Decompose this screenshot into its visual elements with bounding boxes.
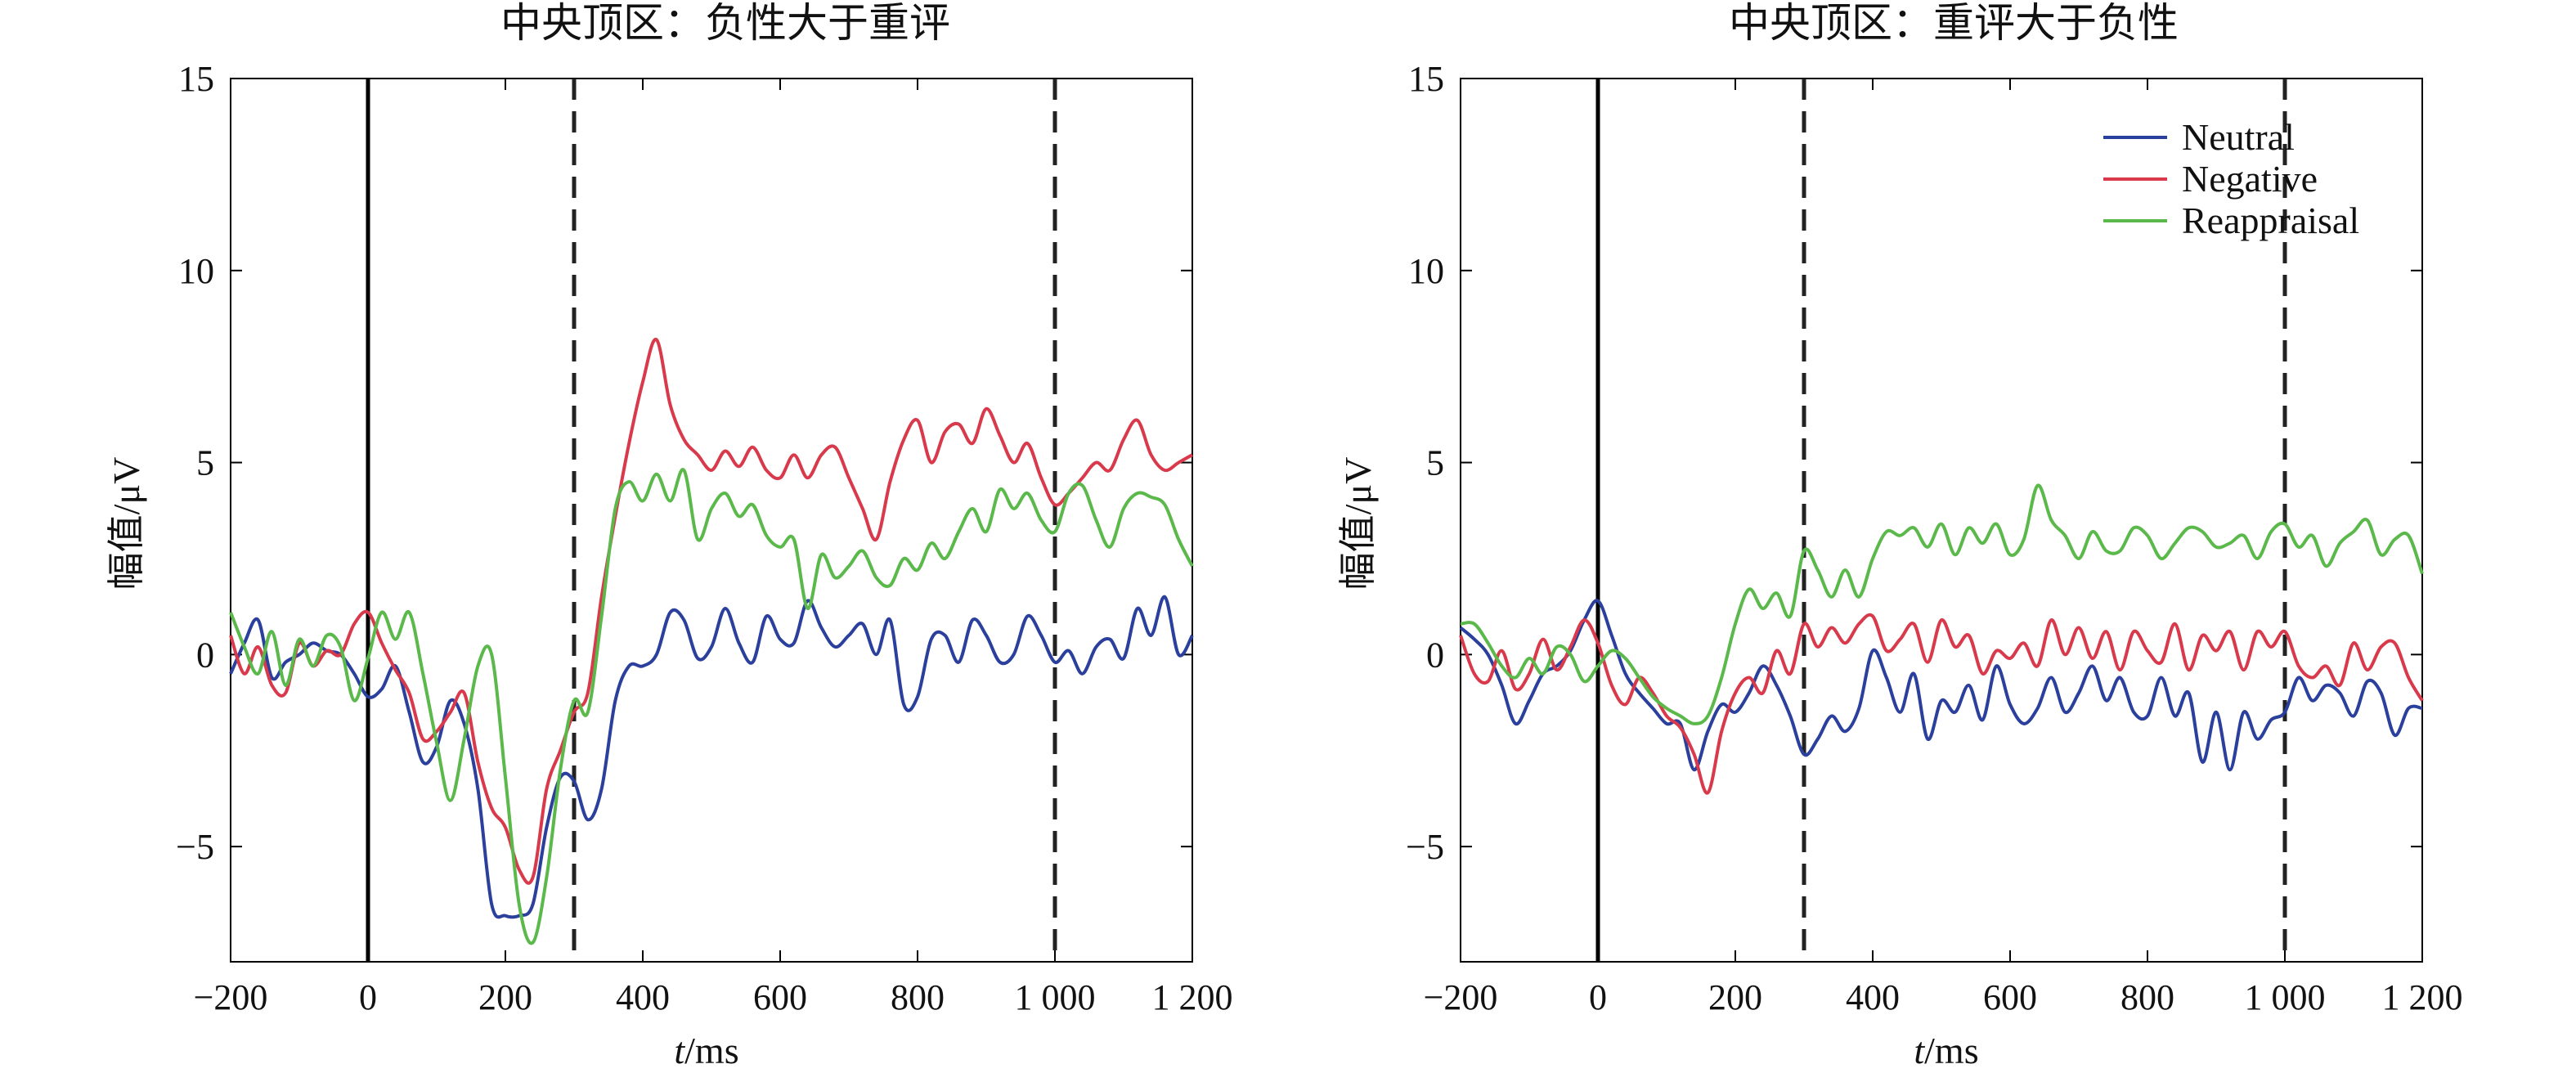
series-line-reappraisal (229, 468, 1194, 945)
x-tick-label: 400 (616, 977, 670, 1017)
y-tick-label: 0 (1426, 635, 1444, 675)
x-tick-label: 600 (753, 977, 807, 1017)
plot-area: −200 0 200 400 600 800 1 000 1 200 −5 0 5 10 15 (176, 59, 1232, 1017)
chart-title: 中央顶区：重评大于负性 (1729, 0, 2179, 46)
chart-panel-right: 中央顶区：重评大于负性 −200 0 200 400 600 800 1 000 1 200−… (1337, 0, 2463, 1071)
chart-title: 中央顶区：负性大于重评 (500, 0, 950, 46)
series-line-neutral (1459, 599, 2423, 772)
x-tick-label: −200 (194, 977, 268, 1017)
series-line-negative (1459, 613, 2424, 795)
x-tick-label: 800 (891, 977, 945, 1017)
y-axis-label: 幅值/μV (105, 457, 147, 590)
series-line-negative (229, 338, 1193, 885)
y-tick-label: 15 (1408, 59, 1444, 99)
y-tick-label: 10 (1408, 251, 1444, 291)
y-tick-label: −5 (1406, 827, 1444, 867)
x-tick-label: 800 (2120, 977, 2174, 1017)
plot-frame (1460, 78, 2423, 963)
y-tick-label: 5 (1426, 443, 1444, 483)
x-axis-unit: /ms (684, 1030, 738, 1071)
x-axis-unit: /ms (1924, 1030, 1978, 1071)
y-tick-label: 10 (178, 251, 214, 291)
x-tick-label: 1 000 (1015, 977, 1096, 1017)
legend-label-negative: Negative (2182, 158, 2318, 200)
y-tick-label: 0 (196, 635, 214, 675)
x-axis-label: t/ms (1914, 1030, 1978, 1071)
legend-label-reappraisal: Reappraisal (2182, 200, 2359, 241)
x-tick-label: 1 200 (1152, 977, 1233, 1017)
x-tick-label: 400 (1846, 977, 1900, 1017)
y-axis-label: 幅值/μV (1337, 457, 1379, 590)
legend-label-neutral: Neutral (2182, 116, 2295, 158)
plot-area: −200 0 200 400 600 800 1 000 1 200 −5 0 5 10 15 (1406, 59, 2462, 1017)
x-axis-variable: t (1914, 1030, 1925, 1071)
x-tick-label: 200 (478, 977, 532, 1017)
series-line-neutral (229, 595, 1194, 919)
y-tick-label: −5 (176, 827, 214, 867)
x-tick-label: 600 (1983, 977, 2037, 1017)
x-tick-label: 1 200 (2382, 977, 2463, 1017)
x-tick-label: 1 000 (2245, 977, 2326, 1017)
y-tick-label: 5 (196, 443, 214, 483)
x-tick-label: 0 (359, 977, 377, 1017)
x-tick-label: 200 (1708, 977, 1762, 1017)
plot-frame (230, 78, 1193, 963)
x-axis-label: t/ms (674, 1030, 738, 1071)
x-axis-variable: t (674, 1030, 685, 1071)
y-tick-label: 15 (178, 59, 214, 99)
x-tick-label: −200 (1424, 977, 1498, 1017)
series-line-reappraisal (1460, 483, 2424, 725)
x-tick-label: 0 (1589, 977, 1607, 1017)
chart-panel-left: 中央顶区：负性大于重评 −200 0 200 400 600 800 1 000 1 200−… (105, 0, 1233, 1071)
